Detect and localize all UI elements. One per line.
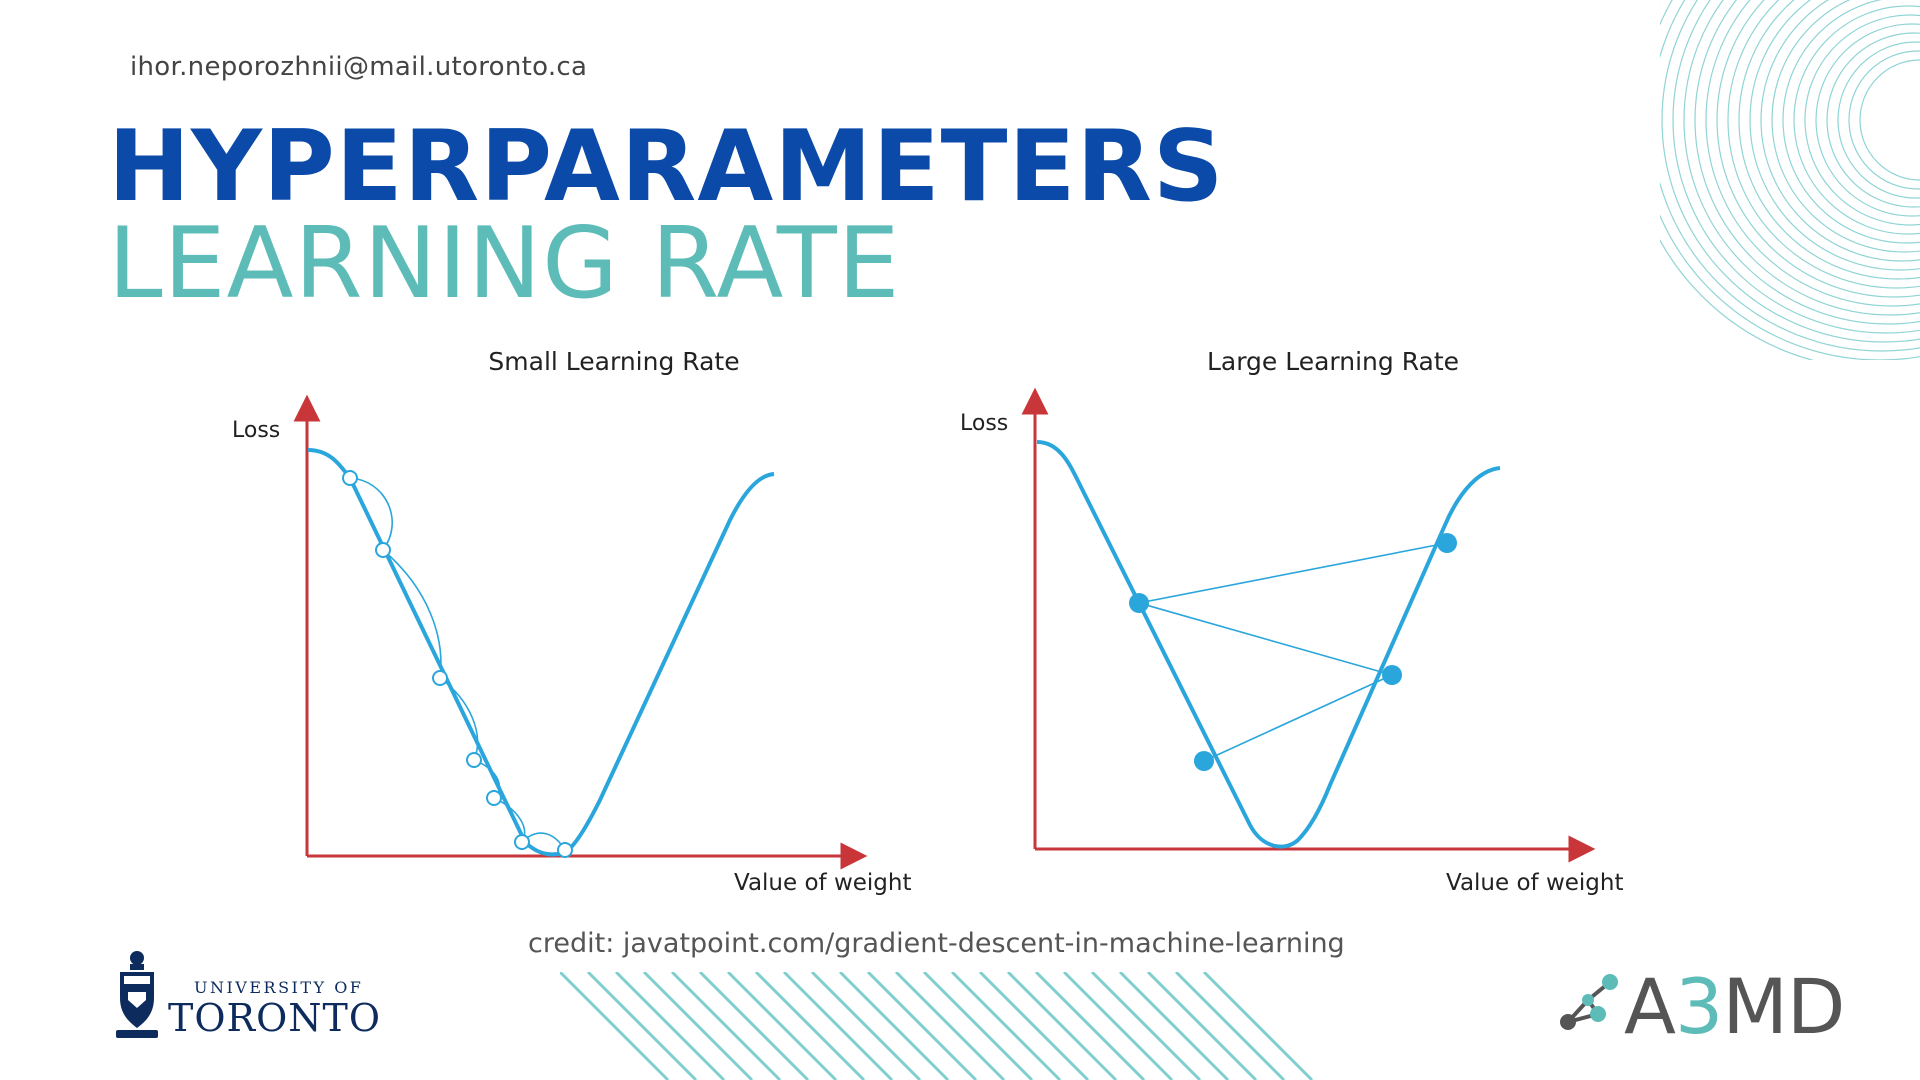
small-step-point (342, 470, 358, 486)
page-title: HYPERPARAMETERS (108, 110, 1225, 224)
author-email: ihor.neporozhnii@mail.utoronto.ca (130, 52, 588, 82)
small-step-point (486, 790, 502, 806)
uoft-logo-line2: TORONTO (168, 996, 382, 1040)
image-credit: credit: javatpoint.com/gradient-descent-… (528, 928, 1345, 959)
large-step-points (1129, 533, 1457, 771)
a3md-prefix: A (1624, 962, 1676, 1051)
learning-rate-diagrams: Small Learning Rate Loss Value of weight… (232, 347, 1624, 896)
small-y-axis-label: Loss (232, 418, 280, 443)
small-step-points (342, 470, 573, 858)
uoft-logo-line1: UNIVERSITY OF (194, 978, 364, 997)
large-learning-rate-diagram: Large Learning Rate Loss Value of weight (960, 347, 1624, 896)
a3md-logo-text: A3MD (1624, 962, 1845, 1051)
small-x-axis-label: Value of weight (734, 870, 912, 896)
small-step-point (466, 752, 482, 768)
large-step-point (1129, 593, 1149, 613)
small-step-point (432, 670, 448, 686)
small-step-arcs (349, 477, 566, 851)
a3md-suffix: MD (1722, 962, 1845, 1051)
a3md-accent: 3 (1675, 962, 1723, 1051)
small-step-point (514, 834, 530, 850)
large-diagram-title: Large Learning Rate (1207, 347, 1459, 376)
large-loss-curve (1036, 440, 1501, 849)
decorative-rings (1660, 0, 1920, 360)
small-step-point (375, 542, 391, 558)
small-learning-rate-diagram: Small Learning Rate Loss Value of weight (232, 347, 912, 896)
small-diagram-title: Small Learning Rate (488, 347, 739, 376)
large-step-lines (1138, 542, 1448, 762)
page-subtitle: LEARNING RATE (108, 207, 901, 321)
decorative-stripes (560, 972, 1314, 1080)
large-step-point (1194, 751, 1214, 771)
large-y-axis-label: Loss (960, 411, 1008, 436)
a3md-network-icon (1560, 974, 1618, 1030)
large-step-point (1437, 533, 1457, 553)
small-step-point (557, 842, 573, 858)
large-x-axis-label: Value of weight (1446, 870, 1624, 896)
large-step-point (1382, 665, 1402, 685)
small-loss-curve (307, 448, 775, 857)
uoft-crest-icon (116, 951, 158, 1038)
